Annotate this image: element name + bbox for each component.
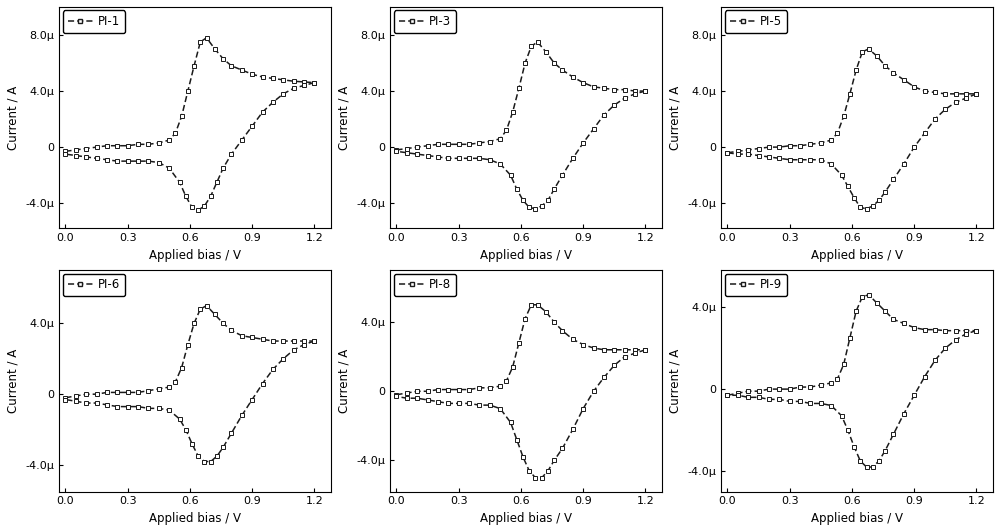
Y-axis label: Current / A: Current / A [7,86,20,150]
Y-axis label: Current / A: Current / A [7,349,20,413]
Legend: PI-6: PI-6 [63,273,125,296]
X-axis label: Applied bias / V: Applied bias / V [811,512,903,525]
Y-axis label: Current / A: Current / A [669,86,682,150]
Y-axis label: Current / A: Current / A [338,86,351,150]
X-axis label: Applied bias / V: Applied bias / V [480,512,572,525]
X-axis label: Applied bias / V: Applied bias / V [149,512,241,525]
Legend: PI-3: PI-3 [394,11,456,33]
Legend: PI-5: PI-5 [725,11,787,33]
Legend: PI-8: PI-8 [394,273,456,296]
Legend: PI-1: PI-1 [63,11,125,33]
Legend: PI-9: PI-9 [725,273,787,296]
X-axis label: Applied bias / V: Applied bias / V [811,249,903,262]
Y-axis label: Current / A: Current / A [669,349,682,413]
X-axis label: Applied bias / V: Applied bias / V [480,249,572,262]
Y-axis label: Current / A: Current / A [338,349,351,413]
X-axis label: Applied bias / V: Applied bias / V [149,249,241,262]
